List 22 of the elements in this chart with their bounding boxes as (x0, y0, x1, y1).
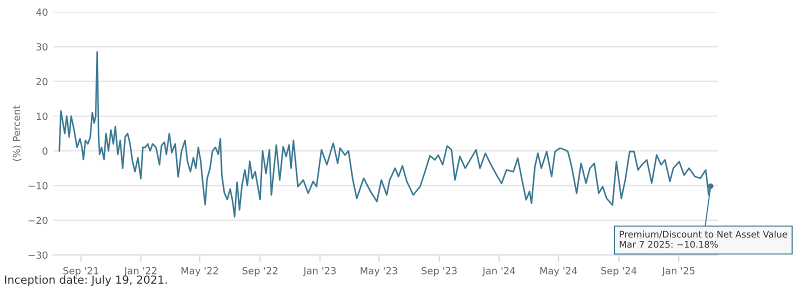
x-tick-label: Jan '24 (482, 266, 516, 276)
y-tick-label: 0 (42, 147, 48, 155)
annotation: Premium/Discount to Net Asset Value Mar 7 2025: −10.18% (620, 230, 788, 248)
x-tick-label: May '24 (540, 266, 578, 276)
x-tick-label: Sep '24 (601, 266, 637, 276)
x-tick-label: Jan '22 (124, 266, 156, 276)
x-tick-label: May '22 (182, 266, 218, 276)
x-tick-label: Sep '23 (422, 266, 457, 276)
text: Inception date: July 19, 2021. (5, 275, 167, 286)
x-tick-label: Jan '23 (302, 266, 336, 276)
y-tick-label: −20 (28, 216, 48, 224)
y-tick-label: 30 (36, 43, 48, 51)
x-tick-label: Sep '21 (63, 266, 98, 276)
x-tick-label: May '23 (360, 266, 398, 276)
y-tick-label: 20 (36, 78, 48, 86)
y-tick-label: −10 (28, 182, 48, 190)
y-tick-label: 40 (36, 8, 48, 16)
y-axis-title: (%) Percent (12, 105, 22, 161)
x-tick-label: Jan '25 (662, 266, 694, 276)
x-tick-label: Sep '22 (242, 266, 278, 276)
y-tick-label: −30 (28, 251, 48, 259)
y-tick-label: 10 (36, 112, 48, 120)
